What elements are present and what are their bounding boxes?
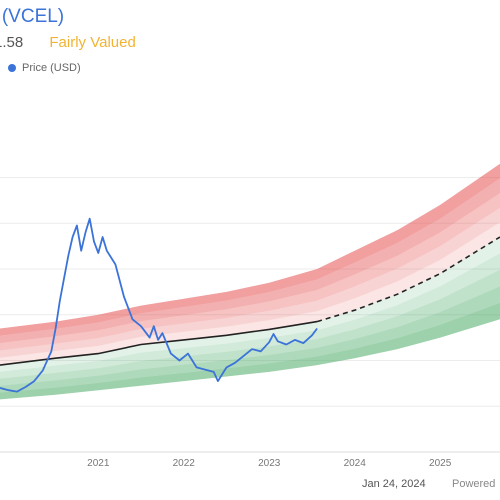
undervalued-band-2 — [0, 269, 500, 386]
undervalued-band-3 — [0, 253, 500, 379]
valuation-status: Fairly Valued — [49, 34, 136, 51]
legend-price-label: Price (USD) — [22, 62, 81, 74]
chart-legend: Price (USD) — [8, 62, 81, 74]
x-tick-label-4: 2025 — [429, 458, 452, 469]
fair-value-line — [0, 320, 318, 366]
current-price: 1.58 — [0, 34, 24, 51]
price-summary-row: 1.58 Fairly Valued — [0, 34, 136, 51]
undervalued-band-1 — [0, 286, 500, 393]
undervalued-band-0 — [0, 302, 500, 400]
x-tick-label-1: 2022 — [173, 458, 196, 469]
as-of-date: Jan 24, 2024 — [362, 478, 426, 490]
fair-value-forecast-line — [316, 236, 500, 323]
chart-title: o (VCEL) — [0, 6, 64, 28]
legend-price-marker — [8, 64, 16, 72]
chart-title-text: o (VCEL) — [0, 6, 65, 27]
x-tick-label-0: 2021 — [87, 458, 110, 469]
powered-by-note: Powered — [452, 478, 496, 490]
price-line — [0, 217, 318, 393]
x-tick-label-3: 2024 — [344, 458, 367, 469]
x-tick-label-2: 2023 — [258, 458, 281, 469]
